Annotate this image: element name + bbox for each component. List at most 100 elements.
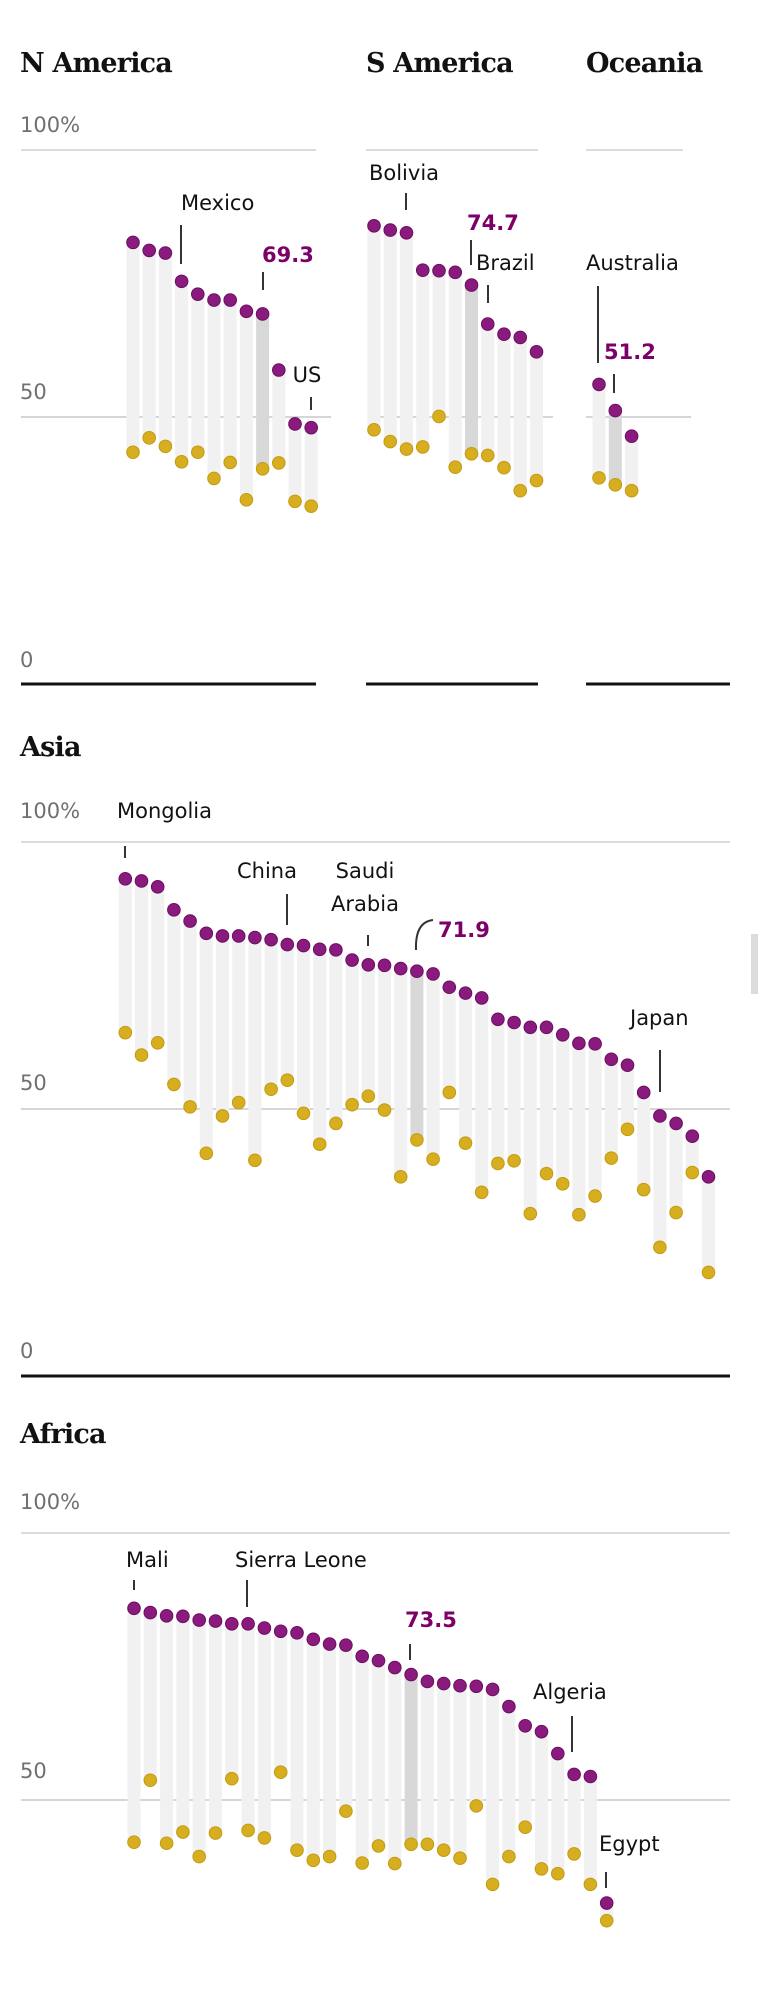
range-bar [540, 1027, 553, 1174]
gold-dot [448, 460, 463, 474]
gold-dot [608, 478, 623, 492]
range-bar [378, 965, 391, 1111]
purple-dot [624, 429, 639, 444]
country-label: Algeria [533, 1680, 607, 1704]
range-bar [469, 1686, 483, 1806]
country-label: Saudi [336, 859, 395, 883]
country-label: Japan [628, 1006, 689, 1030]
range-bar [288, 423, 302, 502]
panel-asia: Asia 100% 50 0 71.9 Mongolia China Saudi Arabia J… [19, 732, 730, 1378]
range-bar [372, 1660, 385, 1846]
gold-dot [491, 1156, 505, 1171]
range-bar [199, 933, 213, 1154]
purple-dot [404, 1667, 418, 1682]
gold-dot [118, 1025, 133, 1040]
gold-dot [264, 1082, 278, 1097]
purple-dot [485, 1682, 500, 1697]
purple-dot [208, 1614, 223, 1628]
range-bar [232, 935, 246, 1103]
range-bar [143, 1612, 157, 1781]
range-bar [416, 270, 430, 447]
gold-dot [208, 1826, 223, 1840]
scrollbar-thumb[interactable] [751, 934, 758, 994]
purple-dot [588, 1037, 602, 1051]
purple-dot [393, 961, 408, 976]
range-bar [420, 1681, 434, 1845]
range-bar [513, 337, 527, 491]
range-bar [241, 1623, 255, 1831]
gold-dot [127, 1835, 141, 1849]
gold-dot [306, 1853, 321, 1868]
range-bar [608, 410, 622, 485]
gold-dot [225, 1771, 239, 1786]
range-bar [621, 1065, 634, 1130]
gold-dot [497, 460, 511, 475]
gold-dot [231, 1095, 246, 1110]
y-tick-label: 50 [20, 380, 47, 404]
gold-dot [583, 1877, 598, 1892]
purple-dot [126, 235, 140, 250]
range-bar [339, 1645, 353, 1812]
range-bar [306, 1639, 320, 1861]
gold-dot [588, 1189, 602, 1203]
purple-dot [551, 1746, 565, 1761]
range-bar [361, 964, 375, 1097]
purple-dot [555, 1027, 570, 1042]
purple-dot [355, 1649, 370, 1664]
purple-dot [273, 1624, 288, 1639]
highlight-leader-curve [414, 919, 434, 951]
purple-dot [296, 938, 311, 953]
gold-dot [272, 456, 286, 470]
purple-dot [223, 293, 237, 307]
gold-dot [241, 1823, 255, 1838]
gold-dot [636, 1182, 651, 1197]
range-bar [142, 250, 156, 438]
range-bar [551, 1753, 565, 1874]
gold-dot [339, 1804, 353, 1819]
range-bar [313, 949, 327, 1145]
purple-dot [199, 926, 214, 941]
gold-dot [355, 1856, 370, 1870]
range-bar [685, 1136, 699, 1173]
gold-dot [485, 1877, 500, 1892]
purple-dot [507, 1015, 521, 1030]
purple-dot [383, 223, 398, 237]
range-bar [167, 909, 181, 1085]
purple-dot [290, 1626, 304, 1640]
purple-dot [143, 1605, 158, 1620]
gold-dot [592, 471, 606, 485]
gold-dot [143, 1773, 158, 1788]
gold-dot [126, 445, 140, 460]
gold-dot [150, 1035, 165, 1050]
gold-dot [167, 1077, 181, 1092]
highlight-value-label: 51.2 [604, 340, 656, 364]
gold-dot [399, 442, 414, 456]
purple-dot [150, 880, 165, 894]
purple-dot [442, 980, 457, 995]
country-label: Bolivia [369, 161, 439, 185]
purple-dot [572, 1036, 586, 1051]
gold-dot [474, 1185, 489, 1200]
purple-dot [231, 929, 246, 943]
gold-dot [404, 1837, 418, 1852]
range-bar [345, 960, 359, 1105]
purple-dot [288, 417, 302, 431]
range-bar [702, 1176, 715, 1273]
gold-dot [393, 1170, 408, 1184]
range-bar [530, 351, 543, 481]
gold-dot [361, 1089, 376, 1103]
highlight-value-label: 69.3 [262, 243, 314, 267]
gold-dot [513, 483, 528, 498]
purple-dot [207, 293, 221, 307]
range-bar [502, 1706, 516, 1857]
purple-dot [280, 937, 295, 952]
gold-dot [442, 1085, 457, 1100]
range-bar [290, 1632, 304, 1851]
range-bar [481, 324, 495, 456]
purple-dot [502, 1699, 516, 1714]
range-bar [176, 1616, 190, 1833]
purple-dot [685, 1129, 700, 1144]
purple-dot [174, 274, 189, 289]
gold-dot [620, 1122, 635, 1137]
highlight-value-label: 73.5 [405, 1608, 457, 1632]
